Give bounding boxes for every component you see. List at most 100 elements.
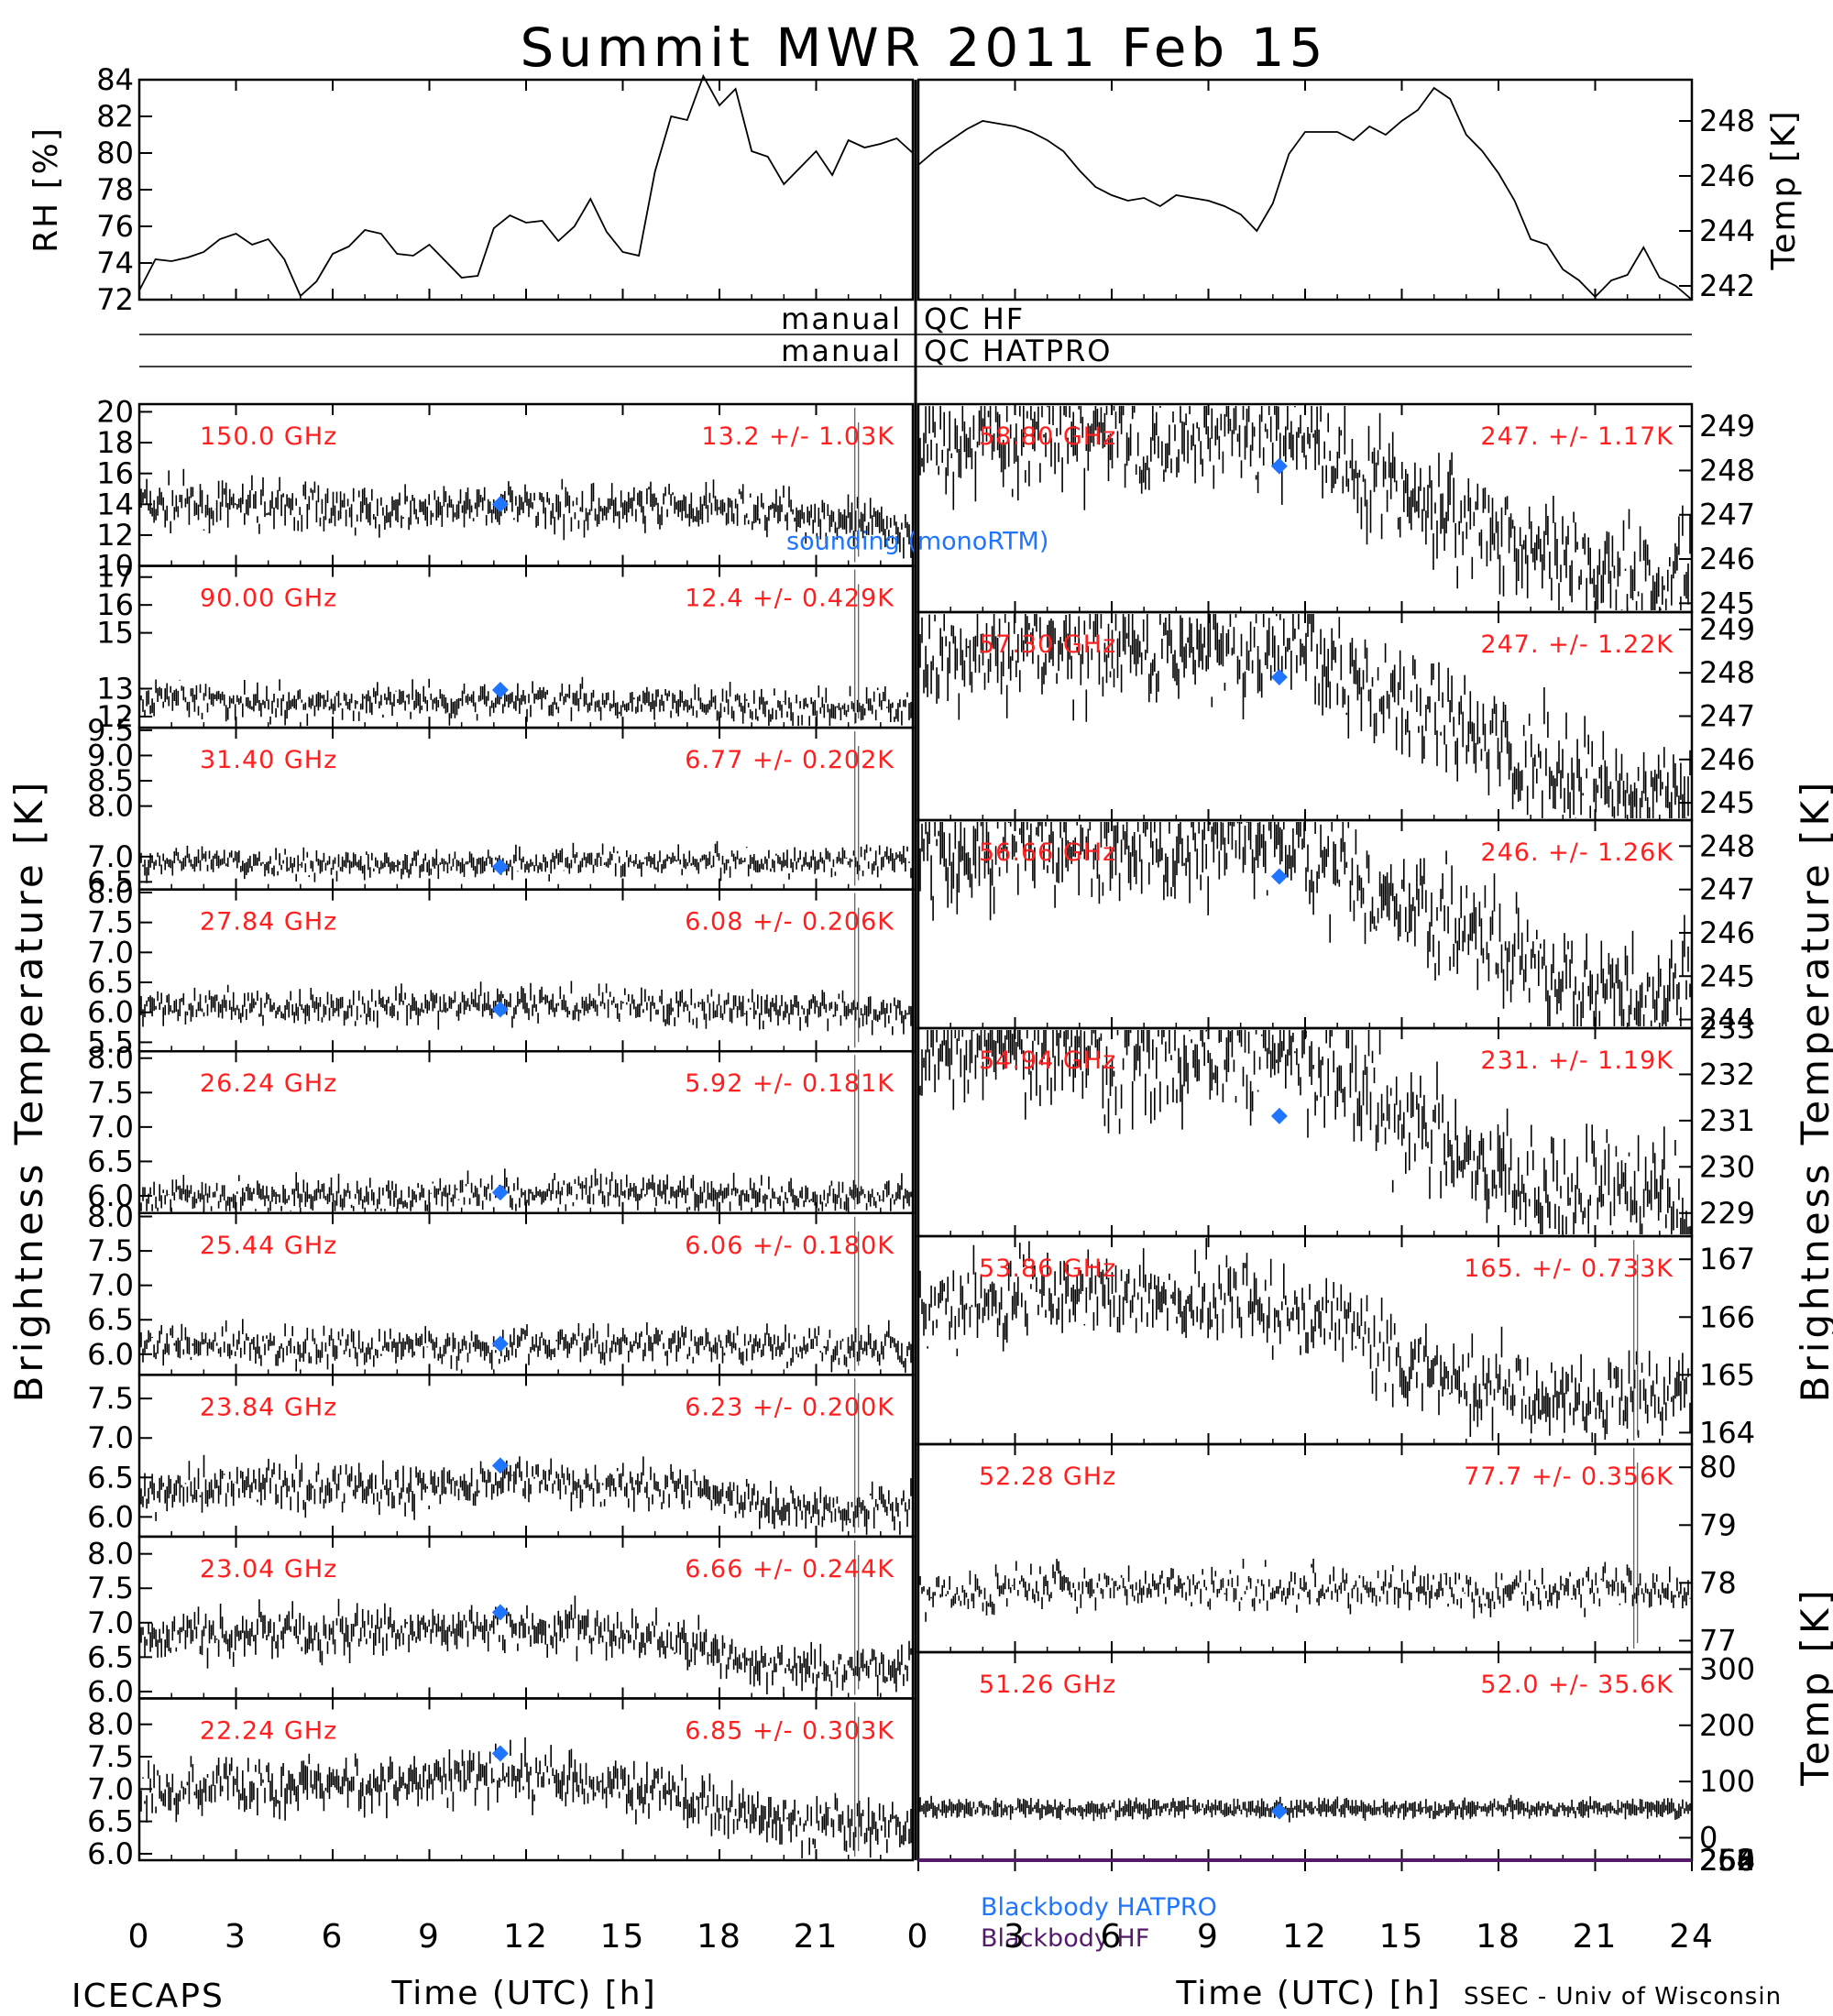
left-ch-7-tick-1: 6.5: [87, 1639, 134, 1674]
right-ch-0-trace: [917, 406, 1693, 610]
left-ch-3-freq-label: 27.84 GHz: [200, 908, 337, 937]
qc-label-0: manual: [781, 301, 902, 336]
left-ch-8-tick-2: 7.0: [87, 1771, 134, 1806]
left-ch-2-stats-label: 6.77 +/- 0.202K: [685, 746, 895, 774]
right-ch-2-tick-0: 244: [1699, 1003, 1755, 1037]
right-ch-1-tick-2: 247: [1699, 699, 1755, 734]
left-ch-6-tick-1: 6.5: [87, 1460, 134, 1495]
right-ch-3-panel: 229 230 231 232 233 54.94 GHz 231. +/- 1.19K: [916, 1011, 1755, 1238]
left-ch-4-sounding-marker: [491, 1184, 509, 1201]
left-ch-4-trace: [138, 1168, 914, 1211]
right-ch-3-stats-label: 231. +/- 1.19K: [1480, 1046, 1674, 1075]
left-ch-4-tick-1: 6.5: [87, 1144, 134, 1178]
x-tick-6: 18: [697, 1918, 742, 1956]
right-ch-2-tick-1: 245: [1699, 959, 1755, 993]
left-ch-2-tick-1: 7.0: [87, 839, 134, 874]
right-ch-1-trace: [917, 614, 1693, 818]
left-ch-4-tick-2: 7.0: [87, 1110, 134, 1145]
rh-line: [138, 73, 914, 298]
left-ch-2-tick-0: 6.5: [87, 864, 134, 899]
left-ch-1-sounding-marker: [491, 682, 509, 699]
right-ch-1-freq-label: 57.30 GHz: [979, 630, 1116, 659]
right-ch-2-sounding-marker: [1270, 868, 1288, 885]
left-ch-7-freq-label: 23.04 GHz: [200, 1555, 337, 1583]
left-ch-5-sounding-marker: [491, 1335, 509, 1353]
right-ch-2-tick-4: 248: [1699, 828, 1755, 863]
left-ch-7-panel: 6.06.57.07.58.0 23.04 GHz 6.66 +/- 0.244K: [87, 1535, 915, 1709]
right-ch-5-spike: [1633, 1448, 1639, 1649]
left-ch-2-tick-3: 8.5: [87, 763, 134, 798]
left-ch-8-stats-label: 6.85 +/- 0.303K: [685, 1716, 895, 1745]
left-ch-5-spike: [854, 1216, 860, 1372]
right-ch-0-panel: 245 246 247 248 249 58.80 GHz 247. +/- 1.17K: [916, 402, 1755, 620]
right-ch-0-tick-0: 245: [1699, 586, 1755, 620]
x-tick-16: 24: [1669, 1918, 1715, 1956]
left-ch-0-tick-1: 12: [96, 518, 134, 553]
rh-tick-0: 72: [96, 282, 134, 317]
chart-title: Summit MWR 2011 Feb 15: [521, 16, 1328, 79]
right-ch-5-panel: 77 78 79 80 52.28 GHz 77.7 +/- 0.356K: [916, 1442, 1737, 1658]
right-ch-2-panel: 244 245 246 247 248 56.66 GHz 246. +/- 1.26K: [916, 818, 1755, 1037]
right-ch-1-tick-3: 248: [1699, 655, 1755, 690]
left-ch-2-sounding-marker: [491, 858, 509, 875]
x-ticks: 0 3 6 9 12 15 18 21 0 3 6 9 12 15 18 21 24: [128, 404, 1715, 1956]
left-ch-5-tick-4: 8.0: [87, 1200, 134, 1234]
right-ch-6-panel: 0 100 200 300 51.26 GHz 52.0 +/- 35.6K: [916, 1650, 1755, 1862]
left-ch-7-trace: [138, 1595, 914, 1697]
right-ch-0-stats-label: 247. +/- 1.17K: [1480, 422, 1674, 451]
left-ch-1-freq-label: 90.00 GHz: [200, 585, 337, 613]
x-tick-14: 18: [1476, 1918, 1521, 1956]
blackbody-tick-6: 266: [1699, 1843, 1755, 1878]
left-ch-8-tick-0: 6.0: [87, 1836, 134, 1871]
right-ch-4-tick-3: 167: [1699, 1242, 1755, 1276]
x-tick-8: 0: [907, 1918, 930, 1956]
x-tick-1: 3: [225, 1918, 247, 1956]
right-ch-0-tick-4: 249: [1699, 409, 1755, 444]
left-ch-2-tick-5: 9.5: [87, 713, 134, 748]
right-ch-5-trace: [917, 1558, 1693, 1622]
left-ch-3-trace: [138, 981, 914, 1035]
blackbody-tick-3: 260: [1699, 1843, 1755, 1878]
temp-tick-3: 248: [1699, 104, 1755, 138]
rh-tick-5: 82: [96, 99, 134, 134]
left-ch-5-tick-2: 7.0: [87, 1268, 134, 1303]
left-ch-4-tick-4: 8.0: [87, 1041, 134, 1076]
left-ch-3-sounding-marker: [491, 1001, 509, 1018]
footer-right: SSEC - Univ of Wisconsin: [1464, 1983, 1782, 2011]
left-ch-5-freq-label: 25.44 GHz: [200, 1232, 337, 1260]
right-ch-4-stats-label: 165. +/- 0.733K: [1464, 1255, 1674, 1283]
left-ch-8-sounding-marker: [491, 1745, 509, 1762]
left-ch-1-trace: [138, 676, 914, 727]
right-ch-6-tick-3: 300: [1699, 1651, 1755, 1686]
right-ch-3-tick-4: 233: [1699, 1011, 1755, 1046]
right-ch-1-tick-4: 249: [1699, 612, 1755, 647]
left-ch-7-tick-4: 8.0: [87, 1537, 134, 1572]
left-ch-8-trace: [138, 1737, 914, 1858]
left-ch-6-stats-label: 6.23 +/- 0.200K: [685, 1393, 895, 1421]
temp-tick-1: 244: [1699, 214, 1755, 248]
left-ch-7-tick-3: 7.5: [87, 1571, 134, 1605]
left-ch-8-spike: [854, 1702, 860, 1857]
right-ch-4-freq-label: 53.86 GHz: [979, 1255, 1116, 1283]
left-ch-6-trace: [138, 1454, 914, 1535]
left-ch-0-trace: [138, 468, 914, 559]
rh-frame: [137, 78, 915, 301]
x-tick-7: 21: [794, 1918, 840, 1956]
left-ch-7-tick-2: 7.0: [87, 1605, 134, 1640]
left-ch-1-spike: [854, 569, 860, 725]
left-ch-5-stats-label: 6.06 +/- 0.180K: [685, 1232, 895, 1260]
left-ch-3-tick-0: 5.5: [87, 1024, 134, 1059]
left-ch-6-panel: 6.0 6.5 7.0 7.5 23.84 GHz 6.23 +/- 0.200K: [87, 1374, 915, 1539]
x-tick-10: 6: [1101, 1918, 1124, 1956]
left-ch-6-sounding-marker: [491, 1457, 509, 1474]
right-ch-3-tick-3: 232: [1699, 1057, 1755, 1091]
temp-panel: 242 244 246 248 Temp [K]: [916, 78, 1803, 303]
left-ch-0-tick-3: 16: [96, 456, 134, 491]
right-axis-title: Brightness Temperature [K]: [1793, 779, 1833, 1403]
left-ch-4-spike: [854, 1055, 860, 1210]
right-ch-0-freq-label: 58.80 GHz: [979, 422, 1116, 451]
blackbody-ylabel: Temp [K]: [1793, 1586, 1833, 1787]
left-ch-0-tick-2: 14: [96, 487, 134, 521]
